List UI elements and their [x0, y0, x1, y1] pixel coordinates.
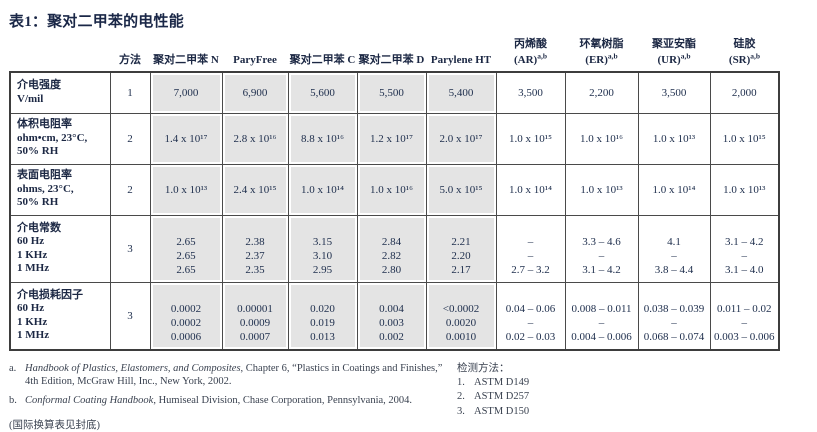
row-volume-resistivity: 体积电阻率 ohm•cm, 23°C, 50% RH 2 1.4 x 10¹⁷ … — [9, 112, 780, 165]
value-cell: 1.0 x 10¹³ — [564, 163, 639, 216]
footnote-a-label: a. — [9, 362, 17, 374]
value-cell: 3,500 — [637, 71, 711, 114]
method-cell: 3 — [109, 281, 151, 351]
value-cell: 2.38 2.37 2.35 — [221, 214, 289, 283]
value-cell: 2.65 2.65 2.65 — [149, 214, 223, 283]
value-cell: 5,400 — [425, 71, 497, 114]
conversion-note: (国际换算表见封底) — [9, 419, 100, 431]
value-cell: 1.2 x 10¹⁷ — [356, 112, 427, 165]
row-dielectric-strength: 介电强度 V/mil 1 7,000 6,900 5,600 5,500 5,4… — [9, 71, 780, 114]
test-methods-heading: 检测方法： — [457, 362, 510, 374]
value-cell: 2.8 x 10¹⁶ — [221, 112, 289, 165]
test-method-item: 3. ASTM D150 — [457, 405, 530, 417]
electrical-properties-table: 方法 聚对二甲苯 N ParyFree 聚对二甲苯 C 聚对二甲苯 D Pary… — [9, 38, 780, 351]
value-cell: – – 2.7 – 3.2 — [495, 214, 566, 283]
test-method-item: 2. ASTM D257 — [457, 391, 530, 403]
col-header-urethane: 聚亚安酯 (UR)a,b — [652, 38, 696, 67]
footer: a. Handbook of Plastics, Elastomers, and… — [9, 362, 809, 432]
col-header-acrylic: 丙烯酸 (AR)a,b — [513, 38, 547, 67]
value-cell: 1.0 x 10¹⁴ — [287, 163, 358, 216]
footnote-b: b. Conformal Coating Handbook, Humiseal … — [9, 394, 449, 407]
value-cell: 0.04 – 0.06 – 0.02 – 0.03 — [495, 281, 566, 351]
value-cell: <0.0002 0.0020 0.0010 — [425, 281, 497, 351]
value-cell: 1.0 x 10¹³ — [709, 163, 780, 216]
footnote-a: a. Handbook of Plastics, Elastomers, and… — [9, 362, 449, 388]
test-methods-block: 检测方法： 1. ASTM D149 2. ASTM D257 3. ASTM … — [457, 362, 529, 432]
value-cell: 2.0 x 10¹⁷ — [425, 112, 497, 165]
value-cell: 2.4 x 10¹⁵ — [221, 163, 289, 216]
value-cell: 3.15 3.10 2.95 — [287, 214, 358, 283]
row-dissipation-factor: 介电损耗因子 60 Hz 1 KHz 1 MHz 3 0.0002 0.0002… — [9, 281, 780, 351]
value-cell: 1.4 x 10¹⁷ — [149, 112, 223, 165]
value-cell: 0.0002 0.0002 0.0006 — [149, 281, 223, 351]
row-label: 体积电阻率 ohm•cm, 23°C, 50% RH — [9, 112, 111, 165]
value-cell: 0.004 0.003 0.002 — [356, 281, 427, 351]
table-title: 表1：聚对二甲苯的电性能 — [9, 14, 184, 30]
footnote-b-label: b. — [9, 394, 17, 406]
value-cell: 1.0 x 10¹³ — [149, 163, 223, 216]
table-header: 方法 聚对二甲苯 N ParyFree 聚对二甲苯 C 聚对二甲苯 D Pary… — [10, 38, 779, 72]
col-header-epoxy: 环氧树脂 (ER)a,b — [579, 38, 624, 67]
value-cell: 5,500 — [356, 71, 427, 114]
col-header-parylene-n: 聚对二甲苯 N — [153, 54, 219, 67]
value-cell: 0.038 – 0.039 – 0.068 – 0.074 — [637, 281, 711, 351]
col-header-silicone: 硅胶 (SR)a,b — [728, 38, 761, 67]
value-cell: 1.0 x 10¹⁴ — [495, 163, 566, 216]
col-header-property — [10, 38, 110, 72]
row-label: 介电常数 60 Hz 1 KHz 1 MHz — [9, 214, 111, 283]
footnote-marker: a,b — [537, 51, 547, 61]
value-cell: 4.1 – 3.8 – 4.4 — [637, 214, 711, 283]
row-label: 表面电阻率 ohms, 23°C, 50% RH — [9, 163, 111, 216]
value-cell: 1.0 x 10¹⁴ — [637, 163, 711, 216]
footnote-marker: a,b — [750, 51, 761, 61]
footnote-marker: a,b — [680, 51, 691, 61]
footnote-marker: a,b — [607, 51, 618, 61]
value-cell: 0.00001 0.0009 0.0007 — [221, 281, 289, 351]
value-cell: 1.0 x 10¹⁵ — [495, 112, 566, 165]
col-header-parylene-d: 聚对二甲苯 D — [358, 54, 425, 67]
value-cell: 6,900 — [221, 71, 289, 114]
value-cell: 1.0 x 10¹⁶ — [564, 112, 639, 165]
footnote-b-text: Conformal Coating Handbook, Humiseal Div… — [25, 394, 413, 406]
col-header-paryfree: ParyFree — [233, 54, 277, 67]
value-cell: 1.0 x 10¹⁵ — [709, 112, 780, 165]
method-cell: 1 — [109, 71, 151, 114]
footnote-a-text: Handbook of Plastics, Elastomers, and Co… — [25, 362, 443, 387]
value-cell: 5,600 — [287, 71, 358, 114]
value-cell: 7,000 — [149, 71, 223, 114]
value-cell: 1.0 x 10¹³ — [637, 112, 711, 165]
col-header-parylene-c: 聚对二甲苯 C — [289, 54, 356, 67]
row-label: 介电损耗因子 60 Hz 1 KHz 1 MHz — [9, 281, 111, 351]
row-label: 介电强度 V/mil — [9, 71, 111, 114]
row-surface-resistivity: 表面电阻率 ohms, 23°C, 50% RH 2 1.0 x 10¹³ 2.… — [9, 163, 780, 216]
method-cell: 3 — [109, 214, 151, 283]
value-cell: 1.0 x 10¹⁶ — [356, 163, 427, 216]
method-cell: 2 — [109, 163, 151, 216]
footnotes-block: a. Handbook of Plastics, Elastomers, and… — [9, 362, 449, 432]
col-header-method: 方法 — [119, 54, 141, 67]
value-cell: 0.008 – 0.011 – 0.004 – 0.006 — [564, 281, 639, 351]
value-cell: 0.020 0.019 0.013 — [287, 281, 358, 351]
value-cell: 3.1 – 4.2 – 3.1 – 4.0 — [709, 214, 780, 283]
value-cell: 2,000 — [709, 71, 780, 114]
value-cell: 8.8 x 10¹⁶ — [287, 112, 358, 165]
value-cell: 2.84 2.82 2.80 — [356, 214, 427, 283]
test-method-item: 1. ASTM D149 — [457, 376, 530, 388]
value-cell: 2.21 2.20 2.17 — [425, 214, 497, 283]
value-cell: 3,500 — [495, 71, 566, 114]
col-header-parylene-ht: Parylene HT — [430, 54, 492, 67]
value-cell: 5.0 x 10¹⁵ — [425, 163, 497, 216]
value-cell: 2,200 — [564, 71, 639, 114]
value-cell: 3.3 – 4.6 – 3.1 – 4.2 — [564, 214, 639, 283]
row-dielectric-constant: 介电常数 60 Hz 1 KHz 1 MHz 3 2.65 2.65 2.65 … — [9, 214, 780, 283]
method-cell: 2 — [109, 112, 151, 165]
value-cell: 0.011 – 0.02 – 0.003 – 0.006 — [709, 281, 780, 351]
